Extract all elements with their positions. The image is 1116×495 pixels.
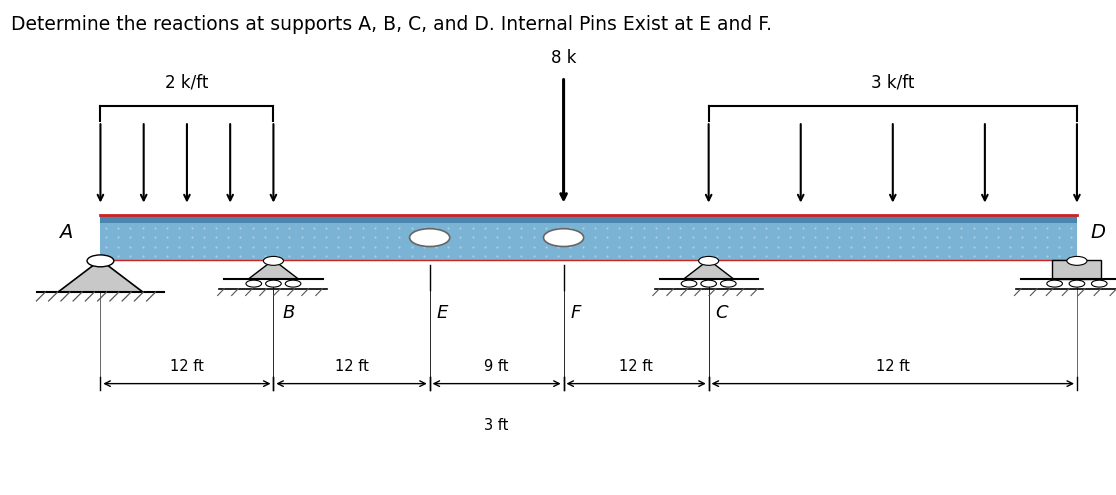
Polygon shape	[249, 260, 298, 279]
Circle shape	[1069, 280, 1085, 287]
Circle shape	[543, 229, 584, 247]
Text: 9 ft: 9 ft	[484, 359, 509, 374]
Circle shape	[1067, 256, 1087, 265]
Text: A: A	[59, 223, 73, 242]
Text: 12 ft: 12 ft	[619, 359, 653, 374]
Text: B: B	[282, 304, 295, 322]
Text: F: F	[570, 304, 580, 322]
Circle shape	[87, 255, 114, 267]
Text: 8 k: 8 k	[551, 49, 576, 67]
Circle shape	[286, 280, 301, 287]
Circle shape	[721, 280, 737, 287]
Circle shape	[410, 229, 450, 247]
Circle shape	[263, 256, 283, 265]
Circle shape	[1047, 280, 1062, 287]
Text: 12 ft: 12 ft	[170, 359, 204, 374]
Text: 3 k/ft: 3 k/ft	[872, 74, 914, 92]
Bar	[100, 215, 1077, 223]
Text: C: C	[715, 304, 728, 322]
Circle shape	[699, 256, 719, 265]
Polygon shape	[684, 260, 733, 279]
Text: D: D	[1090, 223, 1105, 242]
Text: 3 ft: 3 ft	[484, 418, 509, 433]
Text: E: E	[436, 304, 448, 322]
Circle shape	[681, 280, 696, 287]
Circle shape	[266, 280, 281, 287]
Text: Determine the reactions at supports A, B, C, and D. Internal Pins Exist at E and: Determine the reactions at supports A, B…	[11, 15, 772, 34]
Bar	[1052, 260, 1101, 279]
Circle shape	[1091, 280, 1107, 287]
Circle shape	[701, 280, 716, 287]
Text: 12 ft: 12 ft	[335, 359, 368, 374]
Text: 2 k/ft: 2 k/ft	[165, 74, 209, 92]
Polygon shape	[58, 260, 143, 292]
Text: 12 ft: 12 ft	[876, 359, 910, 374]
Bar	[100, 215, 1077, 260]
Circle shape	[246, 280, 261, 287]
